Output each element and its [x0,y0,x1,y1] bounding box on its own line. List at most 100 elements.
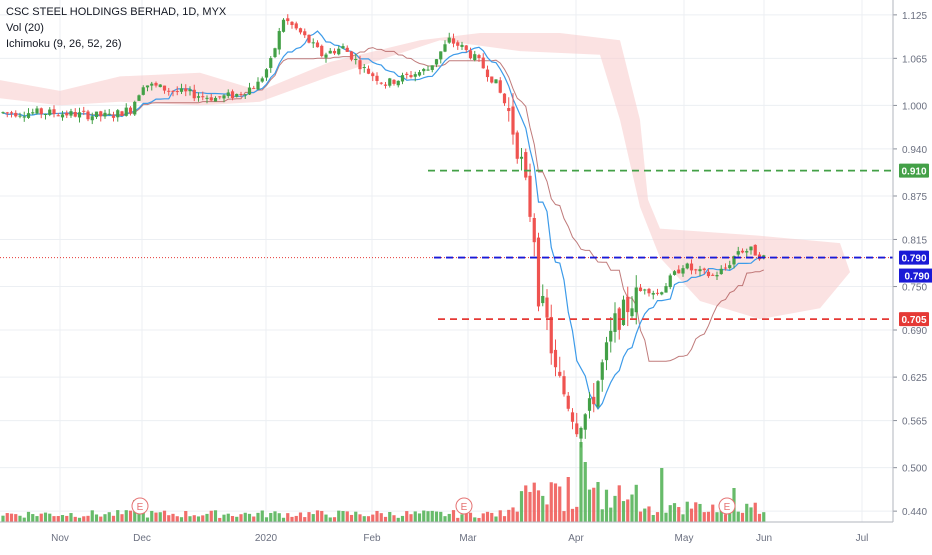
volume-bar [723,514,728,522]
candle-body [133,101,137,115]
volume-bar [5,513,9,522]
candle-body [48,109,52,115]
candle-body [31,112,35,114]
x-tick-label: May [675,533,694,544]
candle-body [456,42,460,46]
candle-body [532,217,536,243]
candle-body [167,90,171,92]
volume-bar [762,512,766,522]
earnings-marker-label: E [724,502,731,513]
candle-body [264,69,269,78]
volume-bar [405,511,409,522]
candle-body [375,75,379,81]
y-tick-label: 0.625 [902,373,927,384]
volume-bar [473,517,477,522]
candle-body [107,113,111,115]
volume-bar [239,514,243,522]
y-tick-label: 0.500 [902,464,927,475]
candle-body [736,251,740,255]
candle-body [298,28,303,33]
candle-body [749,246,753,251]
volume-bar [736,511,740,522]
candle-body [655,292,660,294]
candle-body [685,263,689,269]
candle-body [307,34,311,43]
candle-body [430,65,434,70]
candle-body [213,97,218,102]
candle-body [22,116,26,118]
candle-body [672,271,677,275]
volume-bar [205,513,209,522]
volume-bar [388,511,392,522]
x-tick-label: Feb [363,533,381,544]
volume-bar [753,502,757,522]
volume-bar [413,511,417,522]
candle-body [592,396,596,405]
volume-bar [434,511,439,522]
volume-bar [154,512,158,522]
candle-body [460,44,464,47]
candle-body [723,267,728,269]
volume-bar [672,503,677,522]
candle-body [468,50,473,59]
candle-body [73,111,77,117]
candle-body [290,21,294,25]
volume-bar [269,512,273,522]
candle-body [528,175,532,217]
candle-body [222,95,226,99]
volume-bar [73,516,77,522]
volume-bar [243,512,247,522]
indicator-volume[interactable]: Vol (20) [6,22,44,34]
volume-bar [9,513,14,522]
candle-body [124,107,128,116]
volume-bar [630,494,634,522]
candle-body [196,96,201,98]
candle-body [536,237,541,307]
candle-body [69,111,73,116]
volume-bar [447,513,451,522]
volume-bar [621,501,626,522]
volume-bar [528,491,532,522]
candle-body [400,75,405,82]
candle-body [443,44,447,52]
candle-body [698,269,702,272]
candle-body [464,45,468,50]
candle-body [494,79,498,84]
candle-body [111,115,116,118]
candle-body [694,269,698,271]
candle-body [651,293,655,295]
volume-bar [124,510,128,522]
chart-title[interactable]: CSC STEEL HOLDINGS BERHAD, 1D, MYX [6,6,227,18]
volume-bar [702,512,706,522]
volume-bar [685,501,689,522]
candle-body [490,76,494,83]
volume-bar [162,510,167,522]
ichimoku-cloud [0,33,850,320]
volume-bar [664,512,668,522]
candle-body [677,269,681,274]
x-tick-label: Apr [568,533,584,544]
candle-body [158,84,162,88]
candle-body [660,292,664,295]
candle-body [239,94,243,96]
candle-body [502,93,507,104]
volume-bar [464,510,468,522]
volume-bar [371,514,375,522]
candle-body [562,376,566,395]
candle-body [485,69,490,78]
y-tick-label: 1.065 [902,54,927,65]
volume-bar [379,513,383,522]
candle-body [681,268,685,274]
volume-bar [519,491,524,522]
indicator-ichimoku[interactable]: Ichimoku (9, 26, 52, 26) [6,38,122,50]
volume-bar [383,516,388,522]
volume-bar [660,468,664,522]
volume-bar [256,512,260,522]
volume-bar [281,517,286,522]
earnings-marker-label: E [461,502,468,513]
volume-bar [150,510,154,522]
volume-bar [230,516,235,522]
horizontal-levels[interactable]: 0.910 0.790 0.705 0.790 [0,163,932,327]
